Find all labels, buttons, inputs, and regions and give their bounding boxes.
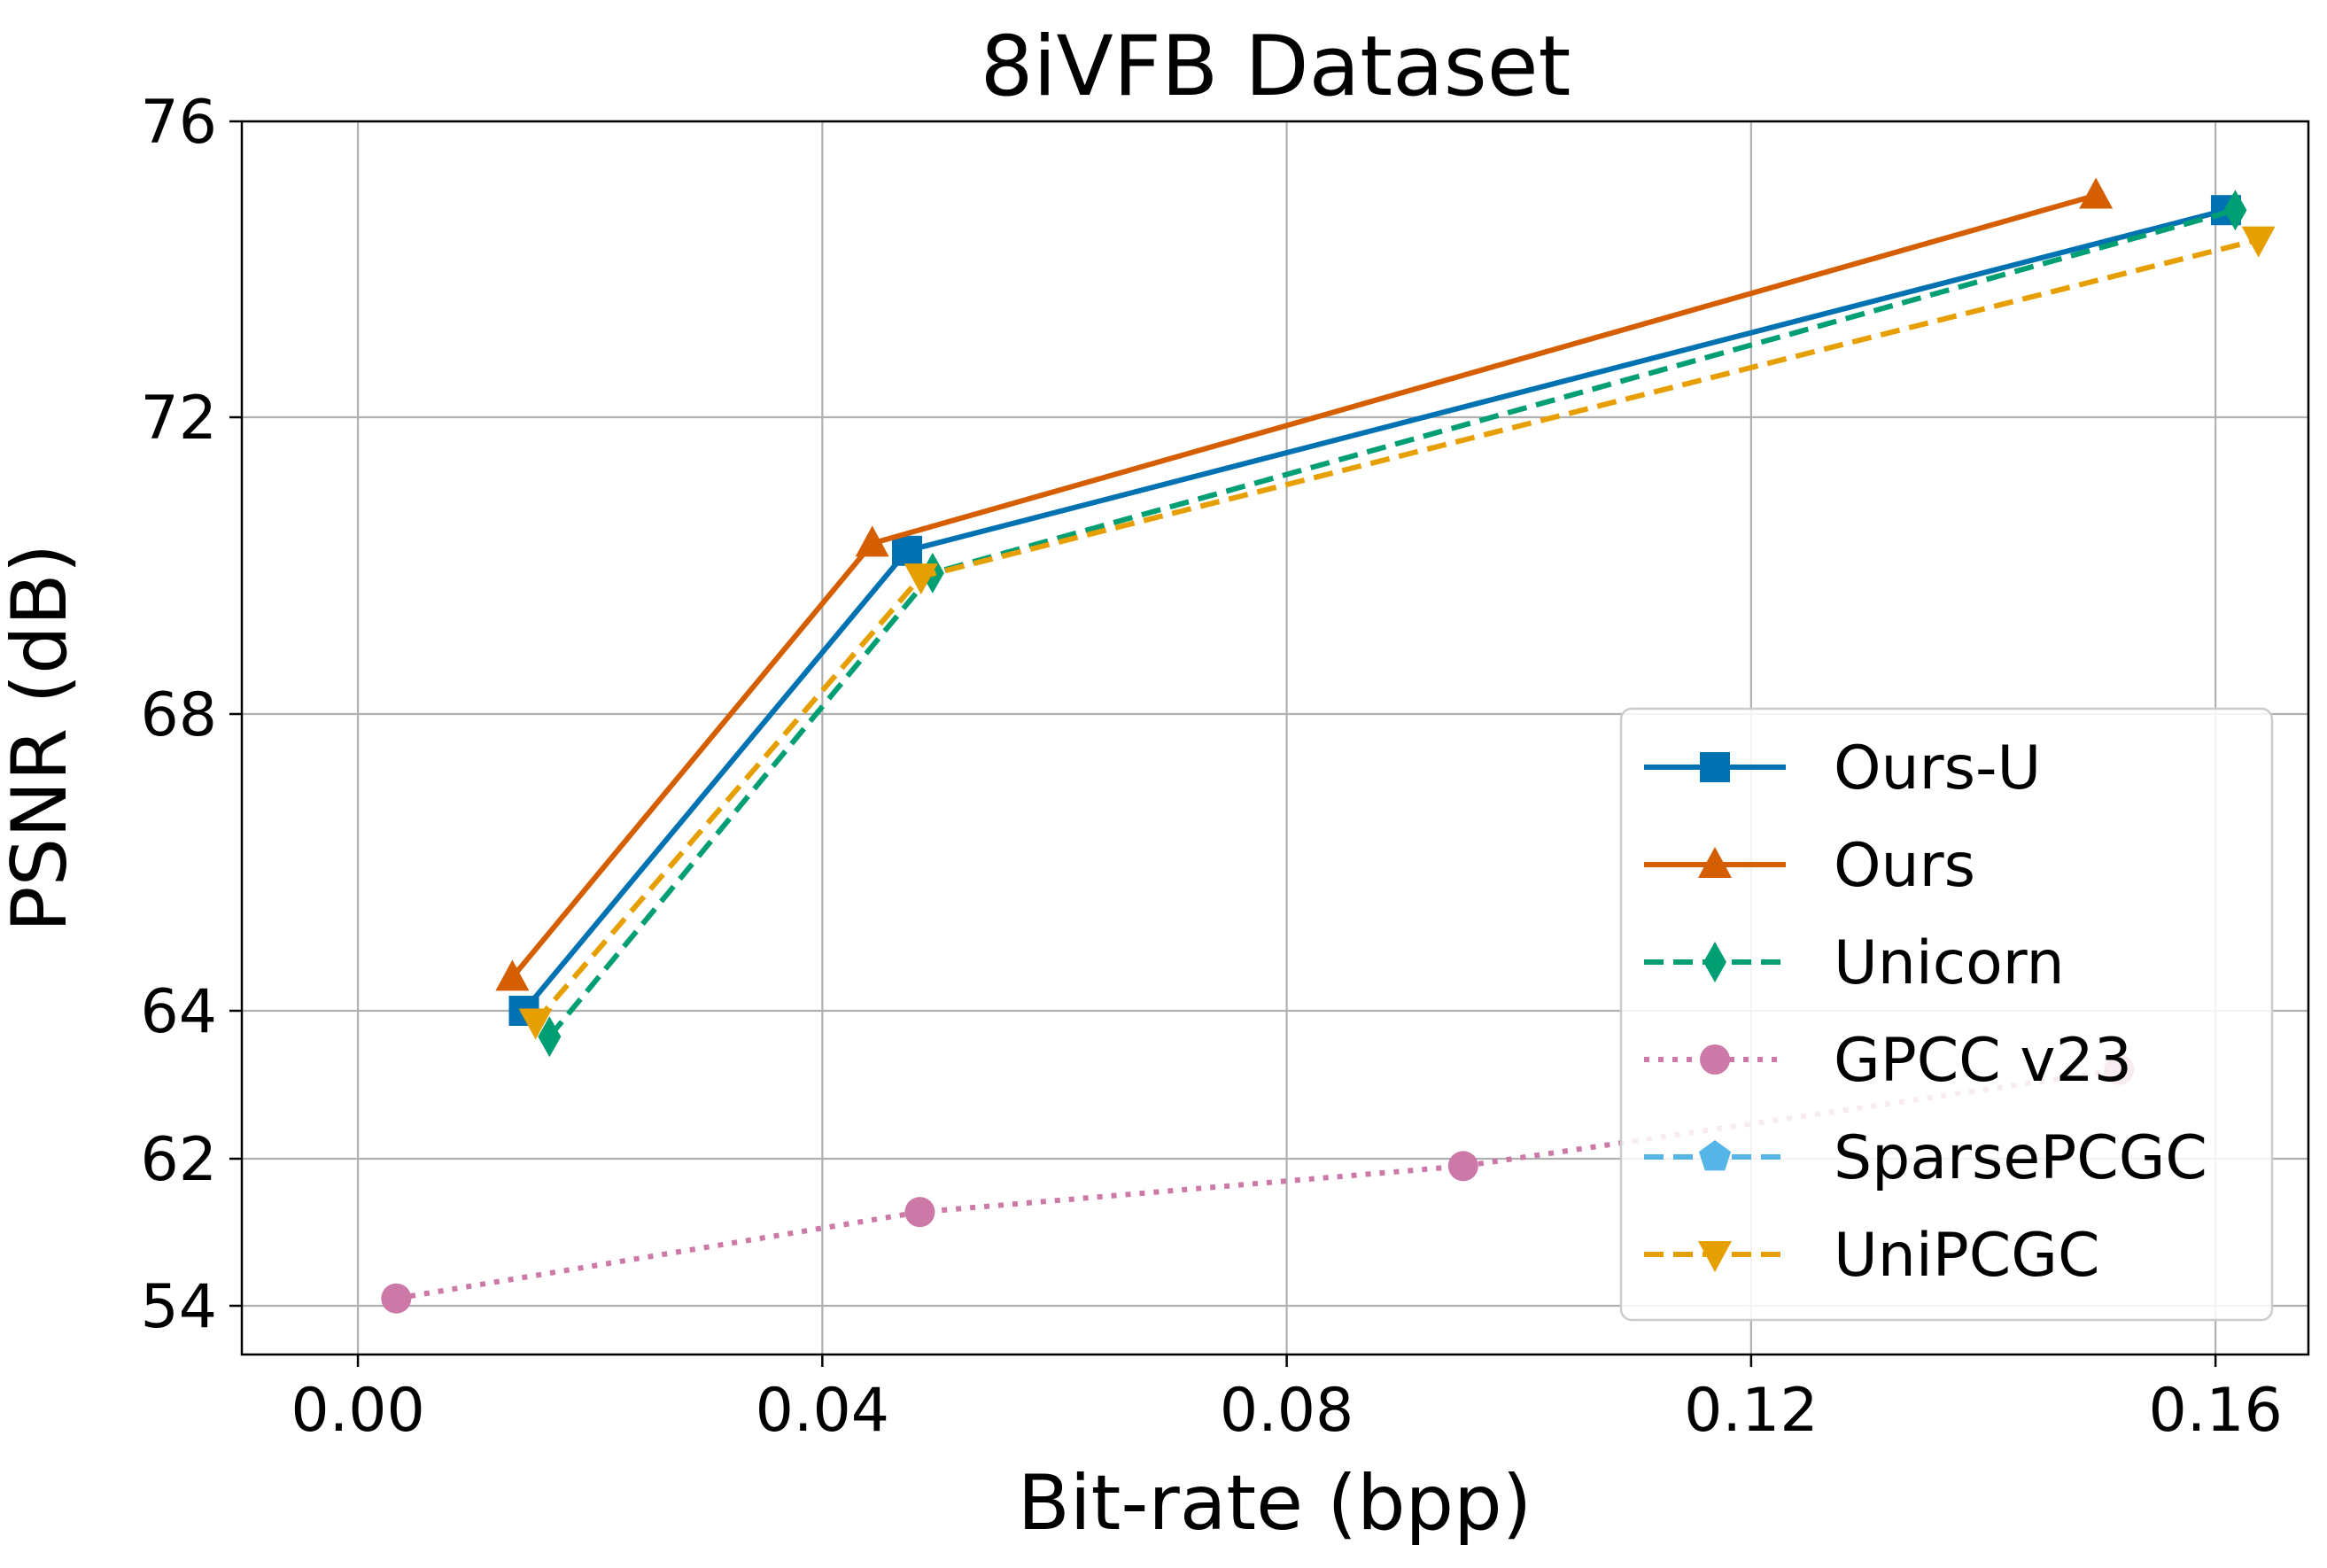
data-point-unipcgc <box>904 563 938 595</box>
legend: Ours-U Ours Unicorn GPCC v23 SparsePCGC UniPC… <box>1619 707 2274 1322</box>
legend-marker-unipcgc <box>1698 1241 1732 1272</box>
data-point-gpcc-v23 <box>1447 1151 1478 1182</box>
data-point-unipcgc <box>2241 226 2276 258</box>
y-tick-label: 72 <box>140 384 217 454</box>
legend-marker-ours <box>1698 847 1732 878</box>
x-tick-label: 0.16 <box>2148 1376 2282 1446</box>
data-point-gpcc-v23 <box>381 1283 412 1314</box>
legend-box <box>1619 707 2274 1322</box>
legend-label-ours-u: Ours-U <box>1834 734 2041 803</box>
y-tick-label: 76 <box>140 88 217 158</box>
x-tick-label: 0.04 <box>756 1376 889 1446</box>
legend-marker-ours-u <box>1700 752 1730 782</box>
data-point-ours <box>855 525 889 557</box>
x-tick-label: 0.08 <box>1220 1376 1354 1446</box>
y-tick-label: 64 <box>140 977 217 1047</box>
chart-title: 8iVFB Dataset <box>981 19 1571 115</box>
data-point-unicorn <box>538 1016 562 1058</box>
legend-label-ours: Ours <box>1834 831 1975 901</box>
x-tick-label: 0.12 <box>1684 1376 1818 1446</box>
x-tick-label: 0.00 <box>291 1376 424 1446</box>
legend-marker-gpcc-v23 <box>1700 1044 1730 1075</box>
legend-label-sparsepcgc: SparsePCGC <box>1834 1123 2207 1193</box>
legend-label-gpcc-v23: GPCC v23 <box>1834 1026 2132 1096</box>
data-point-unipcgc <box>518 1008 553 1040</box>
x-axis-label: Bit-rate (bpp) <box>1018 1459 1532 1548</box>
legend-label-unicorn: Unicorn <box>1834 928 2065 998</box>
y-axis-label: PSNR (dB) <box>0 544 84 933</box>
data-point-ours <box>495 959 530 991</box>
plot-frame <box>240 120 2310 1356</box>
y-tick-label: 62 <box>140 1125 217 1195</box>
legend-label-unipcgc: UniPCGC <box>1834 1221 2099 1291</box>
data-point-unicorn <box>2223 190 2247 231</box>
legend-marker-unicorn <box>1703 942 1726 982</box>
legend-marker-sparsepcgc <box>1698 1140 1732 1171</box>
ticks: 0.00 0.04 0.08 0.12 0.16 54 62 64 68 72 76 <box>140 88 2282 1446</box>
data-point-ours-u <box>892 535 923 566</box>
y-tick-label: 54 <box>140 1272 217 1342</box>
data-point-gpcc-v23 <box>904 1197 935 1228</box>
y-tick-label: 68 <box>140 680 217 750</box>
data-point-ours <box>2079 177 2114 209</box>
